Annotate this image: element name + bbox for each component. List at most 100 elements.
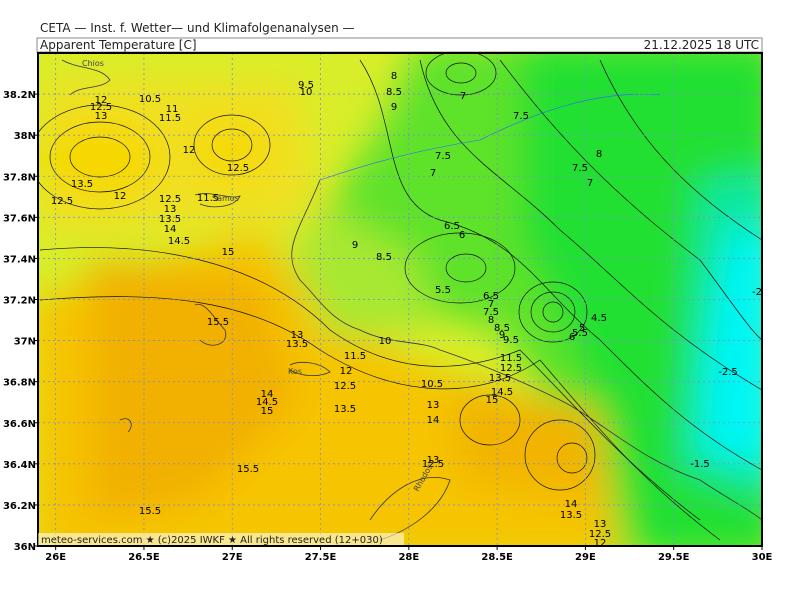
contour-label: 14 (261, 389, 274, 400)
contour-label: 13.5 (489, 373, 511, 384)
contour-label: 15.5 (139, 506, 161, 517)
coastline (61, 59, 762, 541)
title: Apparent Temperature [C] (40, 38, 197, 52)
contour-label: 4.5 (591, 313, 607, 324)
contour-label: 10.5 (421, 379, 443, 390)
contour-label: 13 (594, 519, 607, 530)
contour-label: 11 (166, 104, 179, 115)
contour-label: 7.5 (435, 151, 451, 162)
contour-label: 13.5 (159, 214, 181, 225)
valid-time: 21.12.2025 18 UTC (644, 38, 759, 52)
contour-label: 15 (261, 406, 274, 417)
contour-label: 12 (95, 95, 108, 106)
y-tick-label: 37N (14, 337, 36, 348)
x-tick-label: 30E (752, 552, 773, 563)
y-tick-label: 37.6N (3, 213, 36, 224)
contour-label: 12 (183, 145, 196, 156)
contour-label: 15 (486, 395, 499, 406)
y-tick-label: 36.6N (3, 419, 36, 430)
contour-label: 8 (596, 149, 602, 160)
y-tick-label: 36.8N (3, 378, 36, 389)
contour-label: 14.5 (256, 397, 278, 408)
place-name: Samos (212, 194, 239, 203)
contour-label: 12 (340, 366, 353, 377)
contour-label: 9 (352, 240, 358, 251)
contour-label: 7.5 (513, 111, 529, 122)
contour-label: -2 (752, 287, 762, 298)
footer: meteo-services.com ★ (c)2025 IWKF ★ All … (41, 535, 383, 546)
x-tick-label: 27.5E (305, 552, 337, 563)
contour-label: 9 (391, 102, 397, 113)
contour-label: 8.5 (494, 323, 510, 334)
contour-label: 14 (164, 224, 177, 235)
place-name: Kos (288, 367, 302, 376)
x-tick-label: 29E (575, 552, 596, 563)
contour-label: 11.5 (159, 113, 181, 124)
contour-label: 11.5 (344, 351, 366, 362)
contour-label: 7 (430, 168, 436, 179)
border (319, 94, 661, 181)
contour-label: 14.5 (168, 236, 190, 247)
contour-label: 13 (427, 455, 440, 466)
contour-label: 15.5 (207, 317, 229, 328)
contour-label: 5 (579, 323, 585, 334)
contour-label: 9.5 (298, 80, 314, 91)
contour-label: 8.5 (376, 252, 392, 263)
contour-label: 13 (427, 400, 440, 411)
y-tick-label: 37.8N (3, 172, 36, 183)
contour-label: -2.5 (718, 367, 738, 378)
contour-label: 12 (114, 191, 127, 202)
place-name: Chios (82, 59, 104, 68)
x-tick-label: 29.5E (658, 552, 690, 563)
y-tick-label: 36.4N (3, 460, 36, 471)
contour-label: 11.5 (500, 353, 522, 364)
contour-label: 7.5 (572, 163, 588, 174)
contour-label: 13 (164, 204, 177, 215)
contour-label: 15 (222, 247, 235, 258)
contour-label: 12.5 (227, 163, 249, 174)
y-tick-label: 37.4N (3, 254, 36, 265)
contour-label: 7.5 (483, 307, 499, 318)
footer-bg (38, 533, 404, 545)
contour-label: 12.5 (422, 459, 444, 470)
contour-label: 7 (460, 91, 466, 102)
contour-label: 13 (291, 330, 304, 341)
contour-label: 13.5 (334, 404, 356, 415)
contour-label: 8 (488, 315, 494, 326)
contour-label: 14 (565, 499, 578, 510)
x-tick-label: 27E (222, 552, 243, 563)
contour-label: 13.5 (71, 179, 93, 190)
contour-label: 8 (391, 71, 397, 82)
contour-label: 12 (594, 538, 607, 549)
contour-label: 6.5 (483, 291, 499, 302)
contour-label: 12.5 (159, 194, 181, 205)
contour-label: 10.5 (139, 94, 161, 105)
contour-label: 6.5 (444, 221, 460, 232)
contour-label: 8.5 (386, 87, 402, 98)
contour-label: 12.5 (334, 381, 356, 392)
field: 1212.51310.51111.59.51088.5977.57.5787.5… (38, 53, 762, 549)
contour-label: 10 (379, 336, 392, 347)
x-tick-label: 26E (45, 552, 66, 563)
contour-label: 12.5 (51, 196, 73, 207)
contour-label: 9.5 (503, 335, 519, 346)
contour-label: 10 (300, 87, 313, 98)
contour-label: 14 (427, 415, 440, 426)
contour-label: 6 (569, 332, 575, 343)
contour-label: 6 (459, 230, 465, 241)
contour-label: 7 (587, 178, 593, 189)
ticks: 26E 26.5E 27E 27.5E 28E 28.5E 29E 29.5E 30E 36N 36… (3, 90, 773, 563)
header: CETA — Inst. f. Wetter— und Klimafolgena… (40, 21, 355, 35)
contour-label: 5.5 (435, 285, 451, 296)
contour-label: 14.5 (491, 387, 513, 398)
contour-label: 11.5 (197, 193, 219, 204)
contour-label: 15.5 (237, 464, 259, 475)
grid (38, 53, 762, 546)
y-tick-label: 36N (14, 542, 36, 553)
y-tick-label: 36.2N (3, 501, 36, 512)
contour-label: 13.5 (286, 339, 308, 350)
x-tick-label: 28.5E (481, 552, 513, 563)
contour-labels: 1212.51310.51111.59.51088.5977.57.5787.5… (51, 71, 762, 549)
